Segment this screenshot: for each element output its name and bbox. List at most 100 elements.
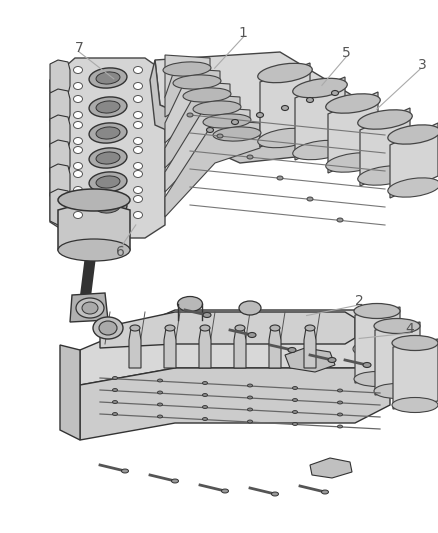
- Ellipse shape: [305, 325, 315, 331]
- Ellipse shape: [134, 147, 142, 154]
- Ellipse shape: [332, 91, 339, 95]
- Polygon shape: [164, 328, 176, 368]
- Ellipse shape: [74, 111, 82, 118]
- Ellipse shape: [206, 127, 213, 133]
- Ellipse shape: [202, 382, 208, 384]
- Polygon shape: [60, 345, 80, 440]
- Ellipse shape: [74, 171, 82, 177]
- Ellipse shape: [96, 152, 120, 164]
- Ellipse shape: [270, 325, 280, 331]
- Ellipse shape: [89, 148, 127, 168]
- Ellipse shape: [134, 187, 142, 193]
- Text: 4: 4: [405, 322, 414, 336]
- Ellipse shape: [288, 348, 296, 352]
- Ellipse shape: [89, 197, 127, 217]
- Polygon shape: [70, 293, 108, 322]
- Ellipse shape: [74, 147, 82, 154]
- Ellipse shape: [158, 379, 162, 382]
- Ellipse shape: [134, 212, 142, 219]
- Ellipse shape: [217, 134, 223, 138]
- Ellipse shape: [202, 417, 208, 421]
- Ellipse shape: [96, 201, 120, 213]
- Polygon shape: [390, 123, 438, 198]
- Polygon shape: [165, 55, 210, 98]
- Ellipse shape: [338, 425, 343, 428]
- Polygon shape: [100, 312, 355, 348]
- Ellipse shape: [203, 114, 251, 128]
- Ellipse shape: [338, 389, 343, 392]
- Ellipse shape: [328, 358, 336, 362]
- Ellipse shape: [89, 68, 127, 88]
- Ellipse shape: [257, 112, 264, 117]
- Polygon shape: [165, 107, 250, 192]
- Polygon shape: [234, 328, 246, 368]
- Ellipse shape: [282, 106, 289, 110]
- Polygon shape: [165, 68, 220, 117]
- Ellipse shape: [200, 325, 210, 331]
- Polygon shape: [165, 81, 230, 143]
- Ellipse shape: [307, 197, 313, 201]
- Ellipse shape: [134, 95, 142, 102]
- Ellipse shape: [239, 301, 261, 315]
- Ellipse shape: [74, 122, 82, 128]
- Ellipse shape: [158, 415, 162, 418]
- Ellipse shape: [235, 325, 245, 331]
- Ellipse shape: [202, 393, 208, 397]
- Polygon shape: [58, 200, 130, 260]
- Ellipse shape: [96, 101, 120, 113]
- Ellipse shape: [183, 88, 231, 102]
- Ellipse shape: [134, 83, 142, 90]
- Ellipse shape: [187, 113, 193, 117]
- Ellipse shape: [293, 386, 297, 390]
- Ellipse shape: [113, 376, 117, 379]
- Polygon shape: [50, 115, 70, 151]
- Ellipse shape: [193, 101, 241, 115]
- Ellipse shape: [74, 163, 82, 169]
- Ellipse shape: [89, 97, 127, 117]
- Ellipse shape: [293, 423, 297, 425]
- Ellipse shape: [134, 196, 142, 203]
- Ellipse shape: [58, 239, 130, 261]
- Text: 7: 7: [74, 41, 83, 55]
- Polygon shape: [328, 92, 378, 173]
- Ellipse shape: [96, 72, 120, 84]
- Ellipse shape: [177, 296, 202, 311]
- Polygon shape: [50, 189, 70, 225]
- Ellipse shape: [363, 362, 371, 367]
- Ellipse shape: [99, 321, 117, 335]
- Polygon shape: [393, 339, 438, 409]
- Polygon shape: [50, 89, 70, 125]
- Ellipse shape: [74, 212, 82, 219]
- Ellipse shape: [374, 384, 420, 399]
- Ellipse shape: [326, 153, 380, 172]
- Ellipse shape: [258, 128, 312, 148]
- Ellipse shape: [113, 400, 117, 403]
- Ellipse shape: [134, 171, 142, 177]
- Ellipse shape: [82, 302, 98, 314]
- Ellipse shape: [222, 489, 229, 493]
- Ellipse shape: [58, 189, 130, 211]
- Ellipse shape: [113, 389, 117, 392]
- Ellipse shape: [358, 110, 412, 129]
- Ellipse shape: [74, 138, 82, 144]
- Polygon shape: [310, 458, 352, 478]
- Ellipse shape: [258, 63, 312, 83]
- Text: 1: 1: [239, 26, 247, 40]
- Polygon shape: [80, 310, 390, 385]
- Polygon shape: [360, 108, 410, 186]
- Polygon shape: [155, 52, 360, 140]
- Polygon shape: [50, 60, 70, 96]
- Ellipse shape: [338, 413, 343, 416]
- Ellipse shape: [173, 75, 221, 89]
- Polygon shape: [50, 58, 165, 238]
- Ellipse shape: [272, 492, 279, 496]
- Polygon shape: [80, 350, 390, 440]
- Ellipse shape: [158, 391, 162, 394]
- Ellipse shape: [358, 166, 412, 185]
- Text: 5: 5: [342, 46, 350, 60]
- Ellipse shape: [74, 187, 82, 193]
- Ellipse shape: [165, 325, 175, 331]
- Ellipse shape: [74, 95, 82, 102]
- Ellipse shape: [202, 406, 208, 408]
- Ellipse shape: [277, 176, 283, 180]
